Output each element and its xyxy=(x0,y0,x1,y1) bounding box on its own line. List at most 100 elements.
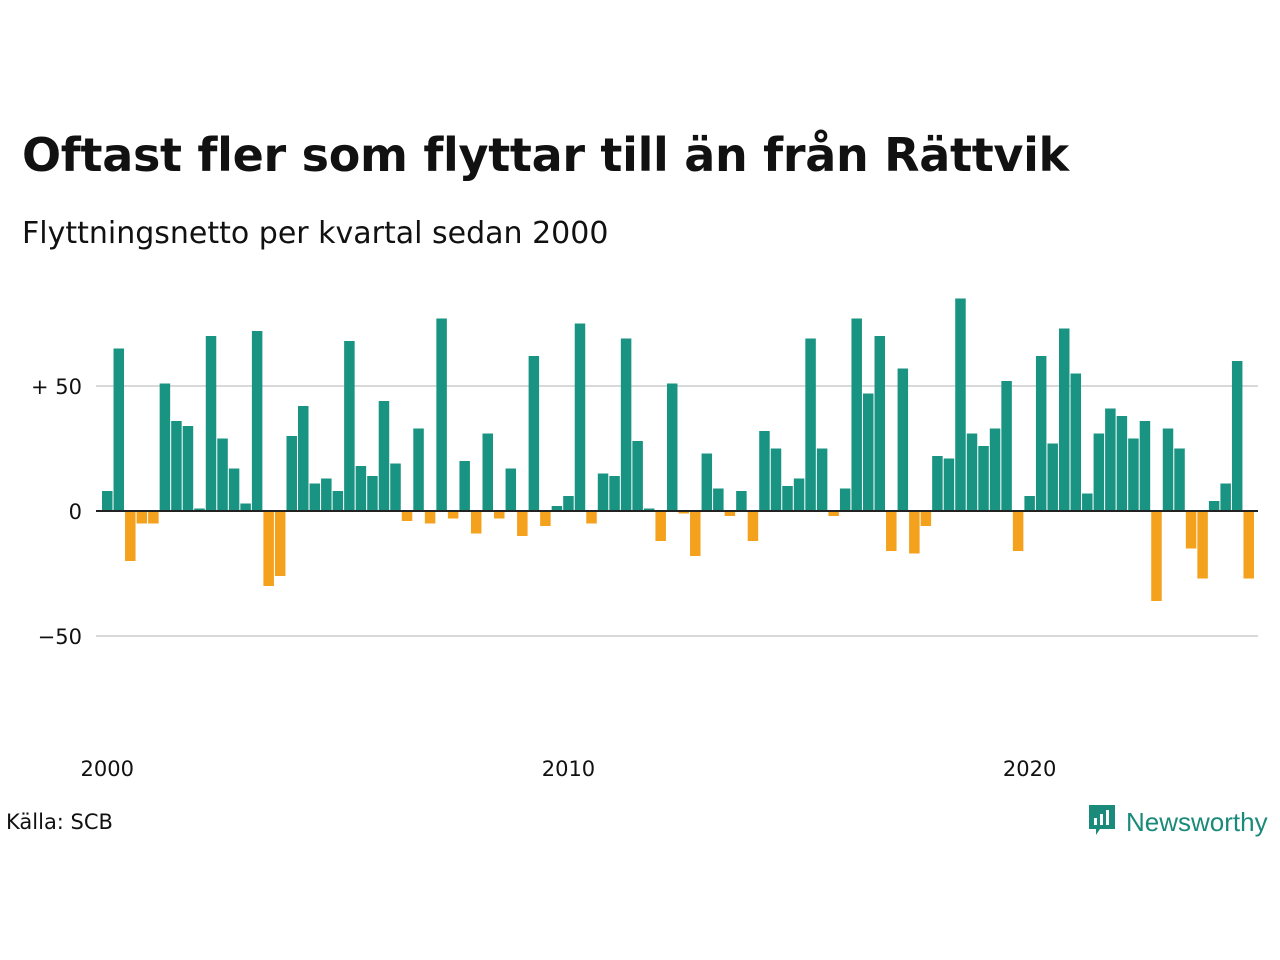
bar xyxy=(332,491,344,511)
bar xyxy=(943,458,955,511)
bar xyxy=(747,511,759,541)
bar xyxy=(759,431,770,511)
x-tick-label: 2010 xyxy=(542,757,595,781)
bar xyxy=(713,488,724,511)
newsworthy-logo-icon xyxy=(1086,802,1118,842)
chart-subtitle: Flyttningsnetto per kvartal sedan 2000 xyxy=(22,216,609,251)
bar xyxy=(1058,328,1070,511)
bars-layer xyxy=(102,298,1254,601)
bar xyxy=(1162,428,1174,511)
brand-logo[interactable]: Newsworthy xyxy=(1086,802,1268,842)
bar xyxy=(1185,511,1197,549)
bar xyxy=(159,383,171,511)
bar xyxy=(609,476,620,511)
bar xyxy=(597,473,609,511)
bar xyxy=(920,511,932,526)
bar xyxy=(298,406,309,511)
bar xyxy=(551,506,563,511)
bar xyxy=(782,486,793,511)
bar xyxy=(1151,511,1162,601)
brand-name: Newsworthy xyxy=(1126,806,1268,837)
y-tick-label: −50 xyxy=(38,625,82,649)
bar xyxy=(701,453,713,511)
bar xyxy=(1220,483,1231,511)
bar xyxy=(482,433,493,511)
bar xyxy=(770,448,782,511)
bar xyxy=(1116,416,1128,511)
bar xyxy=(816,448,828,511)
bar xyxy=(563,496,574,511)
bar xyxy=(1082,493,1093,511)
bar xyxy=(505,468,517,511)
bar xyxy=(678,511,689,514)
bar xyxy=(540,511,551,526)
bar xyxy=(736,491,747,511)
y-tick-label: + 50 xyxy=(31,375,82,399)
bar xyxy=(447,511,459,519)
bar xyxy=(978,446,989,511)
bar xyxy=(228,468,240,511)
bar xyxy=(528,356,540,511)
bar xyxy=(666,383,678,511)
bar xyxy=(413,428,424,511)
bar xyxy=(171,421,182,511)
bar-chart: + 50 0 −50 2000 2010 2020 xyxy=(31,298,1258,781)
bar xyxy=(286,436,297,511)
bar xyxy=(1105,408,1116,511)
bar xyxy=(1012,511,1024,551)
bar xyxy=(805,338,816,511)
bar xyxy=(966,433,978,511)
bar xyxy=(424,511,436,524)
bar xyxy=(1139,421,1151,511)
y-tick-label: 0 xyxy=(69,500,82,524)
bar xyxy=(113,348,125,511)
bar xyxy=(690,511,701,556)
chart-title: Oftast fler som flyttar till än från Rät… xyxy=(22,128,1069,182)
bar xyxy=(390,463,401,511)
bar xyxy=(136,511,148,524)
bar xyxy=(724,511,736,516)
bar xyxy=(1197,511,1208,579)
bar xyxy=(517,511,528,536)
bar xyxy=(378,401,390,511)
bar xyxy=(263,511,274,586)
bar xyxy=(355,466,367,511)
bar xyxy=(401,511,413,521)
bar xyxy=(148,511,159,524)
bar xyxy=(620,338,632,511)
bar xyxy=(240,503,251,511)
bar xyxy=(217,438,228,511)
bar xyxy=(309,483,321,511)
bar xyxy=(574,323,586,511)
bar xyxy=(1208,501,1220,511)
bar xyxy=(828,511,839,516)
bar xyxy=(274,511,286,576)
bar xyxy=(897,368,909,511)
bar xyxy=(1128,438,1139,511)
bar xyxy=(194,508,205,511)
bar xyxy=(1001,381,1012,511)
bar xyxy=(1231,361,1243,511)
bar xyxy=(851,318,862,511)
bar xyxy=(102,491,113,511)
bar xyxy=(1035,356,1047,511)
bar xyxy=(989,428,1001,511)
bar xyxy=(886,511,897,551)
bar xyxy=(182,426,194,511)
bar xyxy=(251,331,263,511)
bar xyxy=(862,393,874,511)
bar xyxy=(470,511,482,534)
bar xyxy=(909,511,920,554)
bar xyxy=(1243,511,1254,579)
bar xyxy=(586,511,597,524)
bar xyxy=(793,478,805,511)
x-tick-label: 2020 xyxy=(1003,757,1056,781)
bar xyxy=(205,336,217,511)
bar xyxy=(494,511,505,519)
bar xyxy=(367,476,378,511)
bar xyxy=(932,456,943,511)
bar xyxy=(839,488,851,511)
bar xyxy=(874,336,886,511)
bar xyxy=(1047,443,1058,511)
bar xyxy=(1093,433,1105,511)
